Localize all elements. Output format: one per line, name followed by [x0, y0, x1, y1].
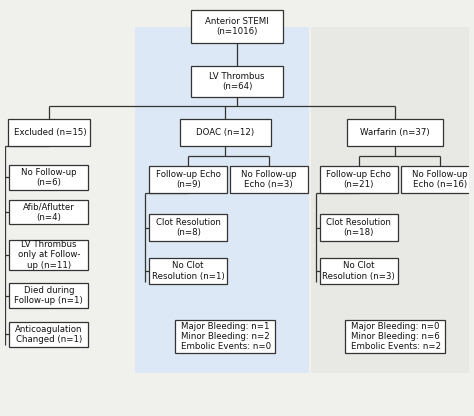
FancyBboxPatch shape	[401, 166, 474, 193]
Text: Clot Resolution
(n=18): Clot Resolution (n=18)	[326, 218, 391, 237]
Text: No Follow-up
Echo (n=16): No Follow-up Echo (n=16)	[412, 170, 468, 189]
Text: DOAC (n=12): DOAC (n=12)	[196, 128, 255, 137]
Text: No Follow-up
(n=6): No Follow-up (n=6)	[21, 168, 77, 187]
Text: No Clot
Resolution (n=3): No Clot Resolution (n=3)	[322, 262, 395, 281]
FancyBboxPatch shape	[149, 214, 227, 241]
Text: Anticoagulation
Changed (n=1): Anticoagulation Changed (n=1)	[15, 324, 82, 344]
FancyBboxPatch shape	[319, 258, 398, 285]
FancyBboxPatch shape	[191, 66, 283, 97]
Text: Died during
Follow-up (n=1): Died during Follow-up (n=1)	[15, 286, 83, 305]
Text: LV Thrombus
only at Follow-
up (n=11): LV Thrombus only at Follow- up (n=11)	[18, 240, 80, 270]
FancyBboxPatch shape	[9, 283, 88, 308]
Text: Major Bleeding: n=0
Minor Bleeding: n=6
Embolic Events: n=2: Major Bleeding: n=0 Minor Bleeding: n=6 …	[351, 322, 441, 352]
Text: Follow-up Echo
(n=21): Follow-up Echo (n=21)	[326, 170, 391, 189]
FancyBboxPatch shape	[9, 165, 88, 190]
Text: No Clot
Resolution (n=1): No Clot Resolution (n=1)	[152, 262, 225, 281]
FancyBboxPatch shape	[347, 119, 443, 146]
Text: No Follow-up
Echo (n=3): No Follow-up Echo (n=3)	[241, 170, 296, 189]
FancyBboxPatch shape	[9, 322, 88, 347]
FancyBboxPatch shape	[229, 166, 308, 193]
FancyBboxPatch shape	[191, 10, 283, 43]
Text: Excluded (n=15): Excluded (n=15)	[14, 128, 86, 137]
FancyBboxPatch shape	[180, 119, 271, 146]
Text: LV Thrombus
(n=64): LV Thrombus (n=64)	[209, 72, 265, 92]
FancyBboxPatch shape	[9, 240, 88, 270]
FancyBboxPatch shape	[149, 258, 227, 285]
FancyBboxPatch shape	[319, 166, 398, 193]
FancyBboxPatch shape	[175, 320, 275, 353]
Text: Anterior STEMI
(n=1016): Anterior STEMI (n=1016)	[205, 17, 269, 36]
Text: Major Bleeding: n=1
Minor Bleeding: n=2
Embolic Events: n=0: Major Bleeding: n=1 Minor Bleeding: n=2 …	[181, 322, 271, 352]
Text: Afib/Aflutter
(n=4): Afib/Aflutter (n=4)	[23, 202, 75, 222]
Text: Follow-up Echo
(n=9): Follow-up Echo (n=9)	[156, 170, 221, 189]
FancyBboxPatch shape	[311, 27, 474, 373]
FancyBboxPatch shape	[8, 119, 90, 146]
FancyBboxPatch shape	[149, 166, 227, 193]
FancyBboxPatch shape	[345, 320, 445, 353]
Text: Warfarin (n=37): Warfarin (n=37)	[360, 128, 430, 137]
FancyBboxPatch shape	[135, 27, 309, 373]
FancyBboxPatch shape	[9, 200, 88, 224]
Text: Clot Resolution
(n=8): Clot Resolution (n=8)	[156, 218, 221, 237]
FancyBboxPatch shape	[319, 214, 398, 241]
